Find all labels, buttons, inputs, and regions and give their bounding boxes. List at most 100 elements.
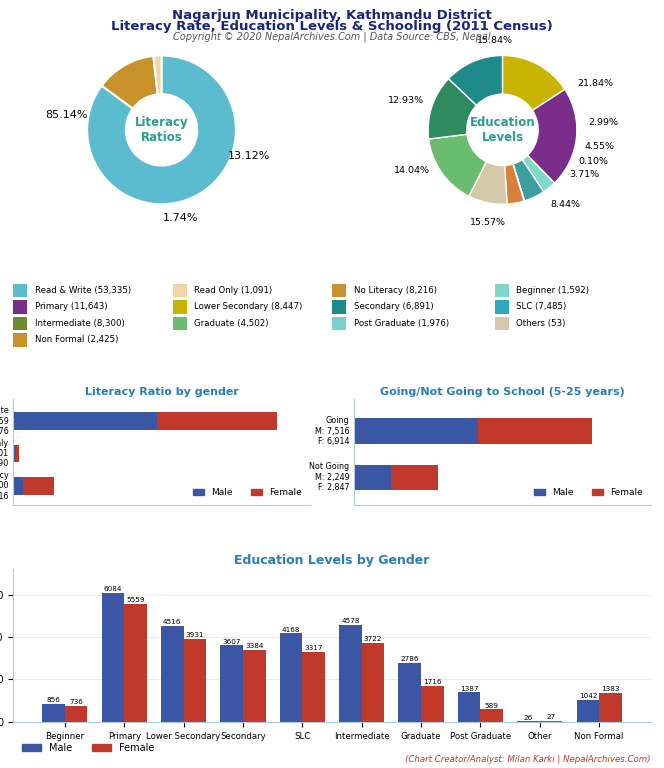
Wedge shape [513,164,525,201]
Text: Lower Secondary (8,447): Lower Secondary (8,447) [195,303,303,312]
Text: 8.44%: 8.44% [550,200,581,209]
Text: 856: 856 [46,697,60,703]
Wedge shape [429,134,486,196]
Text: 15.84%: 15.84% [477,36,513,45]
Text: 4516: 4516 [163,619,181,625]
Title: Education Levels by Gender: Education Levels by Gender [234,554,430,567]
Text: 1716: 1716 [423,679,442,684]
Bar [599,693,622,722]
Text: 589: 589 [485,703,499,709]
Text: 4168: 4168 [282,627,300,633]
Text: Nagarjun Municipality, Kathmandu District: Nagarjun Municipality, Kathmandu Distric… [172,9,492,22]
FancyBboxPatch shape [13,284,27,297]
Wedge shape [523,155,554,192]
Text: 3722: 3722 [364,636,382,642]
FancyBboxPatch shape [13,316,27,330]
FancyBboxPatch shape [495,300,509,313]
Text: 736: 736 [69,700,83,706]
Bar [243,650,266,722]
Bar [362,643,384,722]
Bar [478,419,592,444]
Text: 1.74%: 1.74% [163,213,198,223]
Text: 4578: 4578 [341,618,360,624]
Bar [13,445,16,462]
Text: Non Formal (2,425): Non Formal (2,425) [35,336,118,345]
FancyBboxPatch shape [13,333,27,346]
Bar [124,604,147,722]
Text: 4.55%: 4.55% [584,142,614,151]
FancyBboxPatch shape [173,300,187,313]
Bar [13,477,23,495]
Bar [65,707,88,722]
Wedge shape [428,78,477,139]
Text: 13.12%: 13.12% [228,151,270,161]
Bar [280,634,302,722]
Legend: Male, Female: Male, Female [190,485,305,501]
Wedge shape [102,56,157,108]
Bar [302,651,325,722]
Bar [13,412,157,430]
Text: 85.14%: 85.14% [45,110,88,120]
Text: 2.99%: 2.99% [588,118,618,127]
Text: SLC (7,485): SLC (7,485) [516,303,566,312]
FancyBboxPatch shape [332,300,346,313]
Text: 14.04%: 14.04% [394,166,430,175]
Text: Copyright © 2020 NepalArchives.Com | Data Source: CBS, Nepal: Copyright © 2020 NepalArchives.Com | Dat… [173,31,491,42]
Text: 5559: 5559 [126,598,145,603]
Wedge shape [448,55,503,105]
Text: Read & Write (53,335): Read & Write (53,335) [35,286,131,295]
FancyBboxPatch shape [495,316,509,330]
Wedge shape [469,162,507,204]
Text: 12.93%: 12.93% [388,95,424,104]
Text: Intermediate (8,300): Intermediate (8,300) [35,319,125,328]
Text: 26: 26 [524,714,533,720]
Text: Others (53): Others (53) [516,319,566,328]
Text: 1042: 1042 [578,693,597,699]
Bar [421,686,444,722]
Bar [220,645,243,722]
FancyBboxPatch shape [332,316,346,330]
Text: Post Graduate (1,976): Post Graduate (1,976) [354,319,449,328]
Text: Literacy Rate, Education Levels & Schooling (2011 Census): Literacy Rate, Education Levels & School… [111,20,553,33]
Bar [16,445,19,462]
Bar [157,412,277,430]
Text: (Chart Creator/Analyst: Milan Karki | NepalArchives.Com): (Chart Creator/Analyst: Milan Karki | Ne… [405,755,651,764]
Bar [481,710,503,722]
Text: Primary (11,643): Primary (11,643) [35,303,108,312]
Text: 2786: 2786 [400,656,419,662]
Bar [354,465,391,490]
FancyBboxPatch shape [13,300,27,313]
Text: 15.57%: 15.57% [469,218,505,227]
Bar [161,626,183,722]
Bar [183,638,206,722]
Bar [458,693,481,722]
Text: 0.10%: 0.10% [578,157,608,166]
Legend: Male, Female: Male, Female [18,739,159,756]
Bar [354,419,478,444]
Bar [339,625,362,722]
Wedge shape [513,160,544,201]
Text: Education
Levels: Education Levels [469,116,535,144]
Text: Beginner (1,592): Beginner (1,592) [516,286,589,295]
Text: 3931: 3931 [186,631,204,637]
Legend: Male, Female: Male, Female [531,485,646,501]
Text: Literacy
Ratios: Literacy Ratios [135,116,189,144]
FancyBboxPatch shape [495,284,509,297]
Bar [391,465,438,490]
Title: Literacy Ratio by gender: Literacy Ratio by gender [84,386,238,396]
Text: 1387: 1387 [460,686,478,692]
Text: 6084: 6084 [104,586,122,592]
Bar [102,593,124,722]
Text: 3384: 3384 [245,644,264,649]
Text: Secondary (6,891): Secondary (6,891) [354,303,434,312]
Bar [23,477,54,495]
Wedge shape [87,55,236,204]
Text: 3.71%: 3.71% [569,170,600,179]
Wedge shape [503,55,565,111]
Text: 3317: 3317 [304,644,323,650]
Wedge shape [153,55,161,94]
Text: 1383: 1383 [601,686,620,692]
Text: 21.84%: 21.84% [578,79,614,88]
Text: 3607: 3607 [222,638,241,644]
FancyBboxPatch shape [173,284,187,297]
